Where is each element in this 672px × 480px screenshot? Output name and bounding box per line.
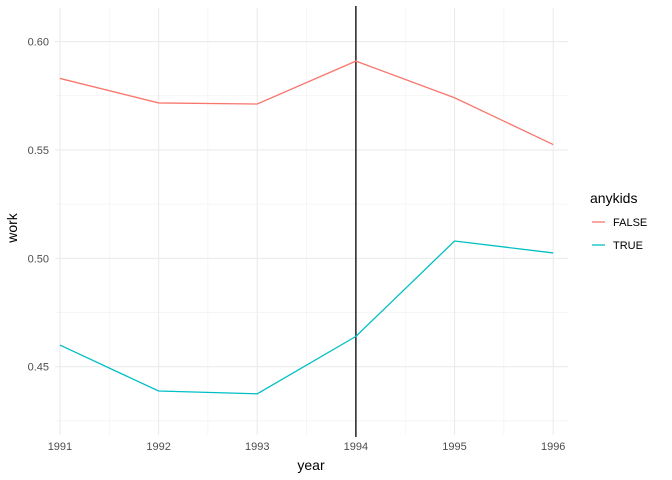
series-line-false: [59, 60, 554, 146]
legend-label: FALSE: [613, 217, 647, 229]
grid: [55, 8, 568, 435]
x-tick-label: 1996: [541, 441, 565, 453]
x-tick-label: 1991: [48, 441, 72, 453]
legend-label: TRUE: [613, 240, 643, 252]
series-line-true: [59, 240, 554, 395]
legend-items: FALSE TRUE: [590, 214, 647, 254]
legend: anykids FALSE TRUE: [590, 190, 647, 254]
y-tick-label: 0.45: [28, 362, 49, 374]
x-tick-label: 1995: [442, 441, 466, 453]
tick-labels: 1991 1992 1993 1994 1995 1996 0.45 0.50 0.55 0.60: [28, 37, 566, 453]
y-tick-label: 0.60: [28, 37, 49, 49]
x-tick-label: 1994: [344, 441, 368, 453]
x-tick-label: 1992: [146, 441, 170, 453]
y-tick-label: 0.55: [28, 145, 49, 157]
series-layer: [59, 60, 554, 395]
x-tick-label: 1993: [245, 441, 269, 453]
y-axis-title: work: [4, 212, 20, 244]
legend-title: anykids: [590, 190, 637, 206]
x-axis-title: year: [297, 457, 325, 473]
y-tick-label: 0.50: [28, 253, 49, 265]
